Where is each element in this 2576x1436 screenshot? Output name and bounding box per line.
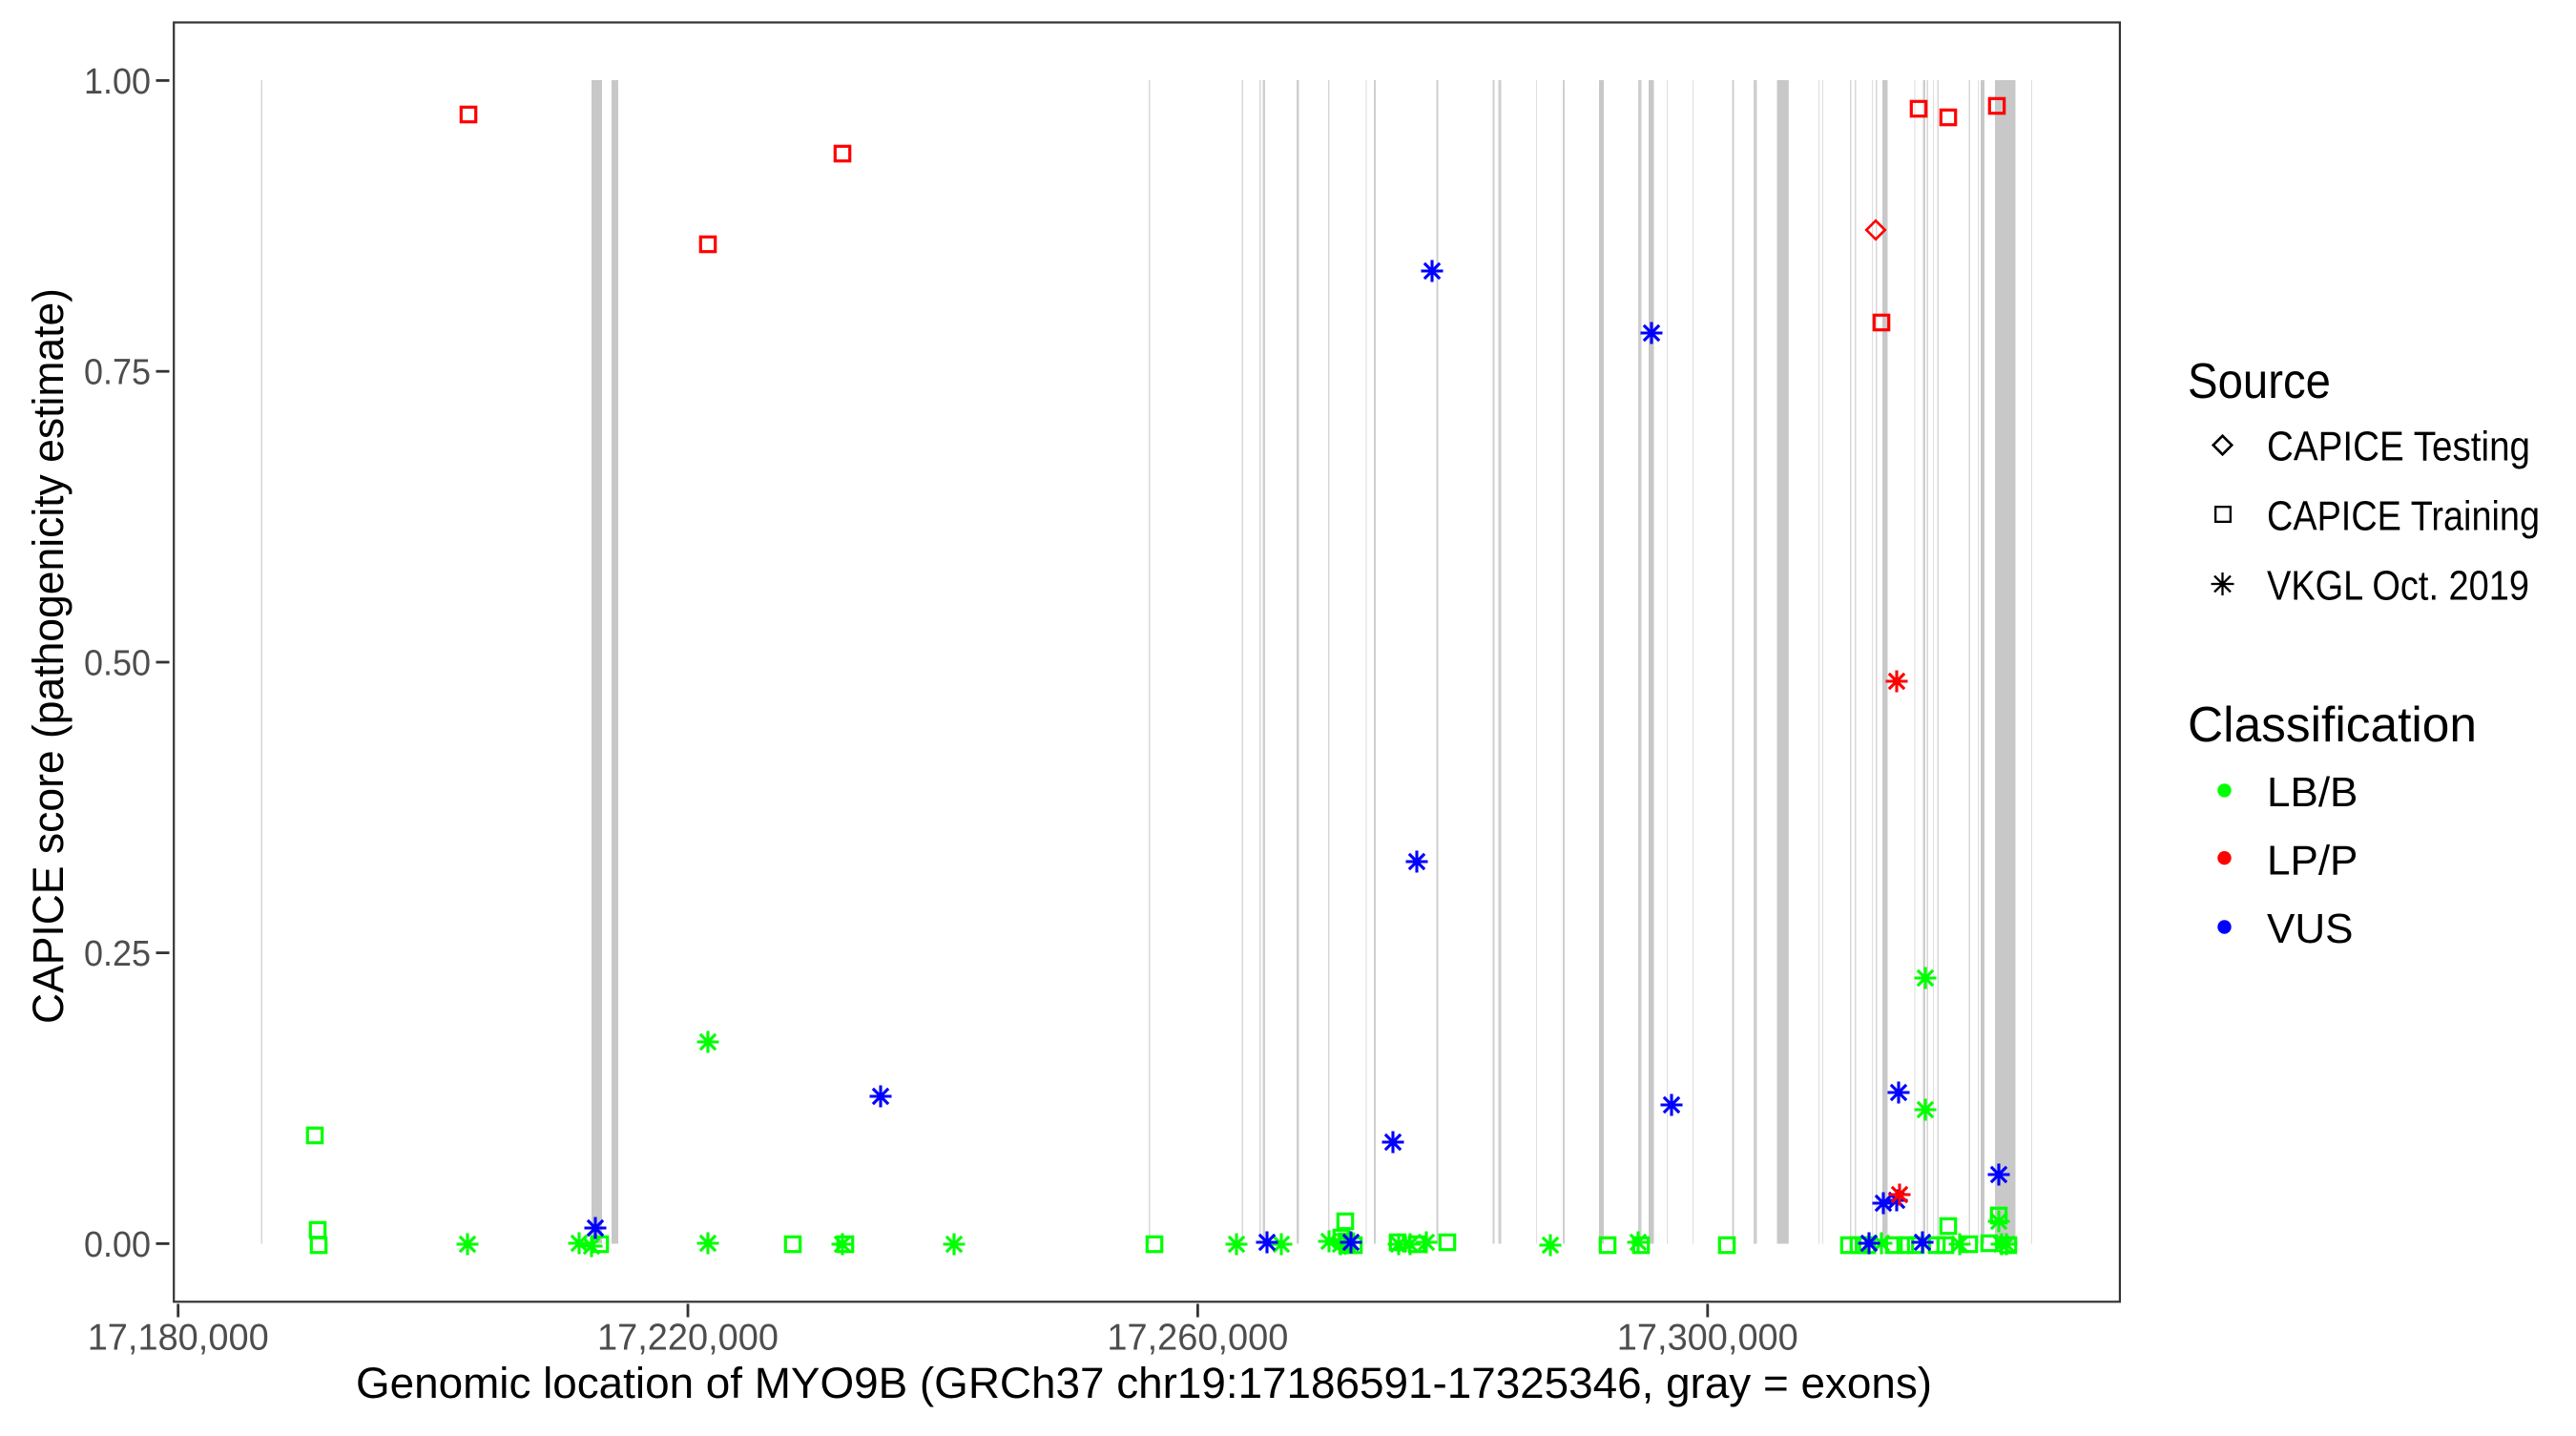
- svg-text:17,180,000: 17,180,000: [88, 1318, 269, 1359]
- svg-text:LP/P: LP/P: [2267, 838, 2358, 884]
- svg-text:17,300,000: 17,300,000: [1617, 1318, 1798, 1359]
- svg-text:17,260,000: 17,260,000: [1107, 1318, 1288, 1359]
- svg-text:1.00: 1.00: [84, 62, 151, 102]
- svg-text:Classification: Classification: [2188, 697, 2477, 753]
- svg-text:CAPICE Training: CAPICE Training: [2267, 493, 2540, 540]
- svg-text:0.25: 0.25: [84, 934, 151, 974]
- svg-text:LB/B: LB/B: [2267, 769, 2358, 816]
- svg-text:0.75: 0.75: [84, 353, 151, 393]
- svg-text:0.00: 0.00: [84, 1225, 151, 1265]
- svg-text:VUS: VUS: [2267, 905, 2353, 952]
- svg-text:VKGL Oct. 2019: VKGL Oct. 2019: [2267, 562, 2529, 609]
- svg-text:Source: Source: [2188, 354, 2331, 409]
- svg-text:17,220,000: 17,220,000: [597, 1318, 779, 1359]
- svg-text:0.50: 0.50: [84, 644, 151, 684]
- svg-text:Genomic location of MYO9B (GRC: Genomic location of MYO9B (GRCh37 chr19:…: [356, 1359, 1932, 1407]
- svg-text:CAPICE score (pathogenicity es: CAPICE score (pathogenicity estimate): [24, 288, 73, 1024]
- svg-text:CAPICE Testing: CAPICE Testing: [2267, 424, 2530, 470]
